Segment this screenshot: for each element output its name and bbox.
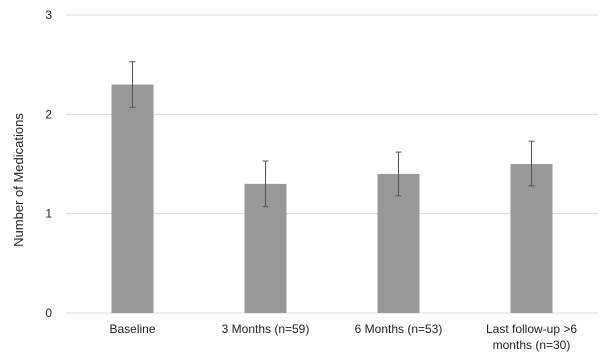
error-bar: [262, 160, 269, 208]
bar: [510, 164, 553, 313]
y-tick-label: 0: [45, 306, 52, 320]
x-category-label: Last follow-up >6 months (n=30): [486, 322, 577, 352]
error-bars: [129, 61, 535, 208]
y-tick-labels: 0 1 2 3: [45, 8, 52, 320]
y-tick-label: 2: [45, 107, 52, 121]
y-axis-label: Number of Medications: [11, 113, 26, 247]
error-bar: [129, 61, 136, 108]
x-category-label: 3 Months (n=59): [222, 322, 310, 336]
x-category-label: Baseline: [109, 322, 155, 336]
bar: [377, 173, 420, 313]
error-bar: [528, 140, 535, 187]
bar: [111, 84, 154, 314]
gridlines: [66, 14, 598, 314]
error-bar: [395, 151, 402, 197]
y-tick-label: 1: [45, 207, 52, 221]
bars: [111, 84, 553, 314]
x-category-labels: Baseline 3 Months (n=59) 6 Months (n=53) La…: [109, 322, 577, 352]
y-tick-label: 3: [45, 8, 52, 22]
x-category-label: 6 Months (n=53): [355, 322, 443, 336]
